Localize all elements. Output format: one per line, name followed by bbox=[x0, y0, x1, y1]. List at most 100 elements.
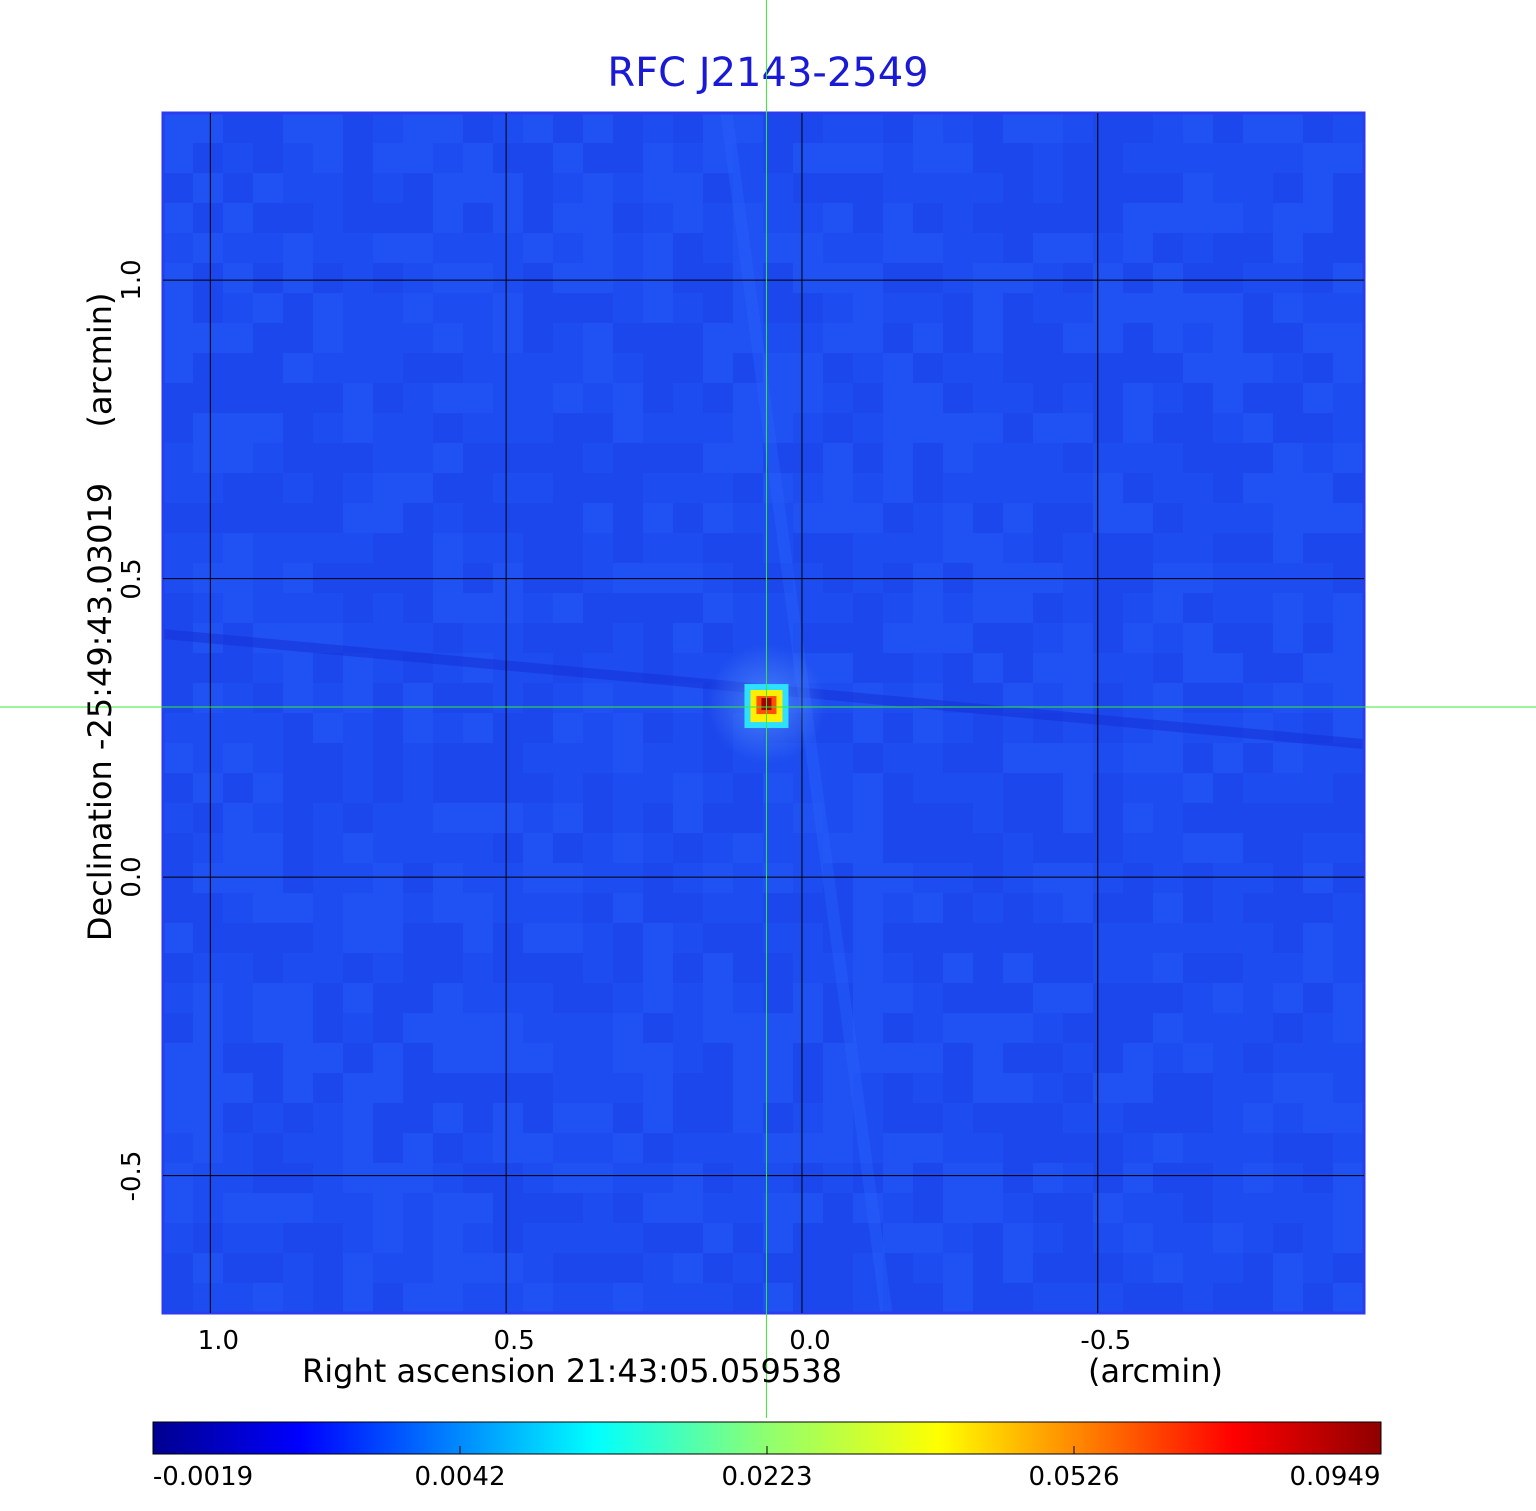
image-pixel bbox=[193, 833, 223, 863]
image-pixel bbox=[223, 743, 253, 773]
image-pixel bbox=[1183, 563, 1213, 593]
image-pixel bbox=[943, 323, 973, 353]
image-pixel bbox=[283, 293, 313, 323]
image-pixel bbox=[1243, 443, 1273, 473]
image-pixel bbox=[763, 323, 793, 353]
image-pixel bbox=[553, 563, 583, 593]
image-pixel bbox=[493, 143, 523, 173]
image-pixel bbox=[223, 683, 253, 713]
image-pixel bbox=[343, 923, 373, 953]
image-pixel bbox=[853, 893, 883, 923]
image-pixel bbox=[583, 743, 613, 773]
image-pixel bbox=[1183, 1103, 1213, 1133]
image-pixel bbox=[643, 863, 673, 893]
image-pixel bbox=[463, 803, 493, 833]
image-pixel bbox=[1243, 743, 1273, 773]
image-pixel bbox=[193, 383, 223, 413]
image-pixel bbox=[1213, 323, 1243, 353]
image-pixel bbox=[193, 563, 223, 593]
crosshair-layer bbox=[0, 0, 1536, 1418]
image-pixel bbox=[163, 293, 193, 323]
image-pixel bbox=[763, 563, 793, 593]
image-pixel bbox=[1003, 1223, 1033, 1253]
image-pixel bbox=[793, 503, 823, 533]
image-pixel bbox=[613, 863, 643, 893]
image-pixel bbox=[763, 893, 793, 923]
image-pixel bbox=[553, 953, 583, 983]
image-pixel bbox=[373, 743, 403, 773]
image-pixel bbox=[1333, 893, 1363, 923]
image-pixel bbox=[1273, 1253, 1303, 1283]
image-pixel bbox=[403, 1223, 433, 1253]
image-pixel bbox=[373, 563, 403, 593]
image-pixel bbox=[613, 443, 643, 473]
image-pixel bbox=[1063, 473, 1093, 503]
image-pixel bbox=[853, 1133, 883, 1163]
image-pixel bbox=[703, 443, 733, 473]
image-pixel bbox=[313, 203, 343, 233]
image-pixel bbox=[193, 1043, 223, 1073]
image-pixel bbox=[1333, 383, 1363, 413]
image-pixel bbox=[1183, 893, 1213, 923]
image-pixel bbox=[1123, 593, 1153, 623]
image-pixel bbox=[463, 593, 493, 623]
image-pixel bbox=[373, 893, 403, 923]
image-pixel bbox=[403, 503, 433, 533]
image-pixel bbox=[223, 293, 253, 323]
image-pixel bbox=[1153, 773, 1183, 803]
image-pixel bbox=[313, 1103, 343, 1133]
image-pixel bbox=[643, 593, 673, 623]
image-pixel bbox=[823, 713, 853, 743]
image-pixel bbox=[1063, 143, 1093, 173]
image-pixel bbox=[163, 443, 193, 473]
image-pixel bbox=[1153, 113, 1183, 143]
image-pixel bbox=[493, 1133, 523, 1163]
image-pixel bbox=[1333, 233, 1363, 263]
image-pixel bbox=[433, 623, 463, 653]
image-pixel bbox=[673, 413, 703, 443]
image-pixel bbox=[1213, 983, 1243, 1013]
image-pixel bbox=[463, 533, 493, 563]
image-pixel bbox=[1063, 323, 1093, 353]
image-pixel bbox=[913, 233, 943, 263]
image-pixel bbox=[343, 713, 373, 743]
image-pixel bbox=[1333, 173, 1363, 203]
image-pixel bbox=[1033, 353, 1063, 383]
image-pixel bbox=[673, 503, 703, 533]
image-pixel bbox=[703, 1073, 733, 1103]
image-pixel bbox=[1243, 1073, 1273, 1103]
image-pixel bbox=[1033, 383, 1063, 413]
image-pixel bbox=[433, 173, 463, 203]
image-pixel bbox=[883, 1283, 913, 1313]
image-pixel bbox=[523, 233, 553, 263]
image-pixel bbox=[523, 533, 553, 563]
image-pixel bbox=[553, 413, 583, 443]
image-pixel bbox=[313, 473, 343, 503]
image-pixel bbox=[1213, 863, 1243, 893]
image-pixel bbox=[1153, 743, 1183, 773]
image-pixel bbox=[343, 113, 373, 143]
image-pixel bbox=[1333, 533, 1363, 563]
image-pixel bbox=[553, 143, 583, 173]
image-pixel bbox=[733, 503, 763, 533]
image-pixel bbox=[913, 713, 943, 743]
image-pixel bbox=[253, 593, 283, 623]
image-pixel bbox=[463, 983, 493, 1013]
image-pixel bbox=[763, 1073, 793, 1103]
image-pixel bbox=[733, 293, 763, 323]
colorbar-tick-label: -0.0019 bbox=[152, 1462, 254, 1492]
image-pixel bbox=[283, 893, 313, 923]
image-pixel bbox=[1003, 923, 1033, 953]
colorbar-tick-label: 0.0526 bbox=[1028, 1462, 1120, 1492]
image-pixel bbox=[1063, 503, 1093, 533]
image-pixel bbox=[643, 1133, 673, 1163]
image-pixel bbox=[883, 893, 913, 923]
image-pixel bbox=[373, 833, 403, 863]
image-pixel bbox=[403, 1253, 433, 1283]
image-pixel bbox=[313, 653, 343, 683]
image-pixel bbox=[1123, 323, 1153, 353]
image-pixel bbox=[673, 713, 703, 743]
image-pixel bbox=[1213, 293, 1243, 323]
image-pixel bbox=[403, 1013, 433, 1043]
image-pixel bbox=[313, 743, 343, 773]
